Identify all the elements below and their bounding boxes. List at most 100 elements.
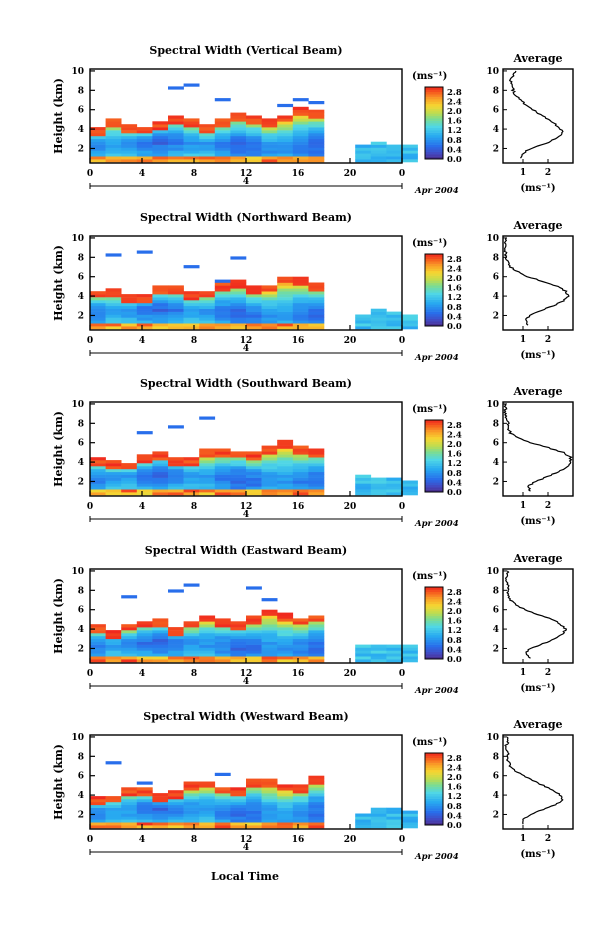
heatmap-cell — [308, 305, 325, 309]
heatmap-cell — [214, 320, 231, 324]
heatmap-cell — [246, 787, 262, 791]
y-tick-label: 6 — [78, 106, 84, 116]
colorbar-tick-label: 0.0 — [447, 488, 462, 498]
heatmap-cell — [199, 656, 216, 660]
heatmap-cell — [152, 457, 169, 461]
heatmap-cell — [199, 294, 216, 298]
heatmap-cell — [246, 627, 262, 631]
heatmap-cell — [105, 819, 122, 823]
heatmap-cell — [308, 807, 325, 811]
heatmap-cell — [277, 285, 294, 289]
heatmap-cell — [214, 790, 231, 794]
heatmap-cell — [261, 326, 278, 330]
avg-y-tick-label: 6 — [493, 439, 499, 449]
heatmap-cell — [168, 659, 184, 663]
heatmap-cell — [277, 326, 294, 330]
avg-x-tick-label: 2 — [545, 668, 551, 678]
heatmap-cell — [214, 291, 231, 295]
heatmap-cell — [152, 320, 169, 324]
average-x-label: (ms⁻¹) — [520, 183, 555, 194]
x-tick-label: 20 — [344, 835, 357, 845]
heatmap-cell — [199, 799, 216, 803]
heatmap-cell — [214, 650, 231, 654]
heatmap-cell — [136, 147, 153, 151]
colorbar-segment — [425, 321, 443, 324]
heatmap-cell — [370, 653, 387, 657]
heatmap-cell — [152, 656, 169, 660]
heatmap-cell — [277, 288, 294, 292]
heatmap-cell — [277, 454, 294, 458]
heatmap-cell — [214, 633, 231, 637]
heatmap-cell — [152, 801, 169, 806]
heatmap-cell — [308, 644, 325, 648]
heatmap-cell — [308, 618, 325, 622]
heatmap-cell — [277, 323, 294, 327]
heatmap-cell — [230, 288, 247, 292]
colorbar-segment — [425, 594, 443, 597]
heatmap-cell — [308, 282, 325, 286]
heatmap-cell — [105, 297, 122, 301]
heatmap-cell — [230, 787, 247, 791]
heatmap-cell — [261, 598, 278, 602]
heatmap-cell — [90, 305, 106, 309]
heatmap-cell — [292, 638, 309, 642]
colorbar-segment — [425, 615, 443, 619]
heatmap-cell — [152, 627, 169, 631]
heatmap-cell — [105, 314, 122, 318]
panel-2: Spectral Width (Northward Beam)246810Hei… — [52, 211, 574, 363]
heatmap-cell — [246, 285, 262, 289]
heatmap-cell — [277, 799, 294, 803]
heatmap-cell — [90, 474, 106, 478]
colorbar-segment — [425, 130, 443, 133]
heatmap-cell — [183, 486, 200, 490]
avg-x-tick-label: 2 — [545, 501, 551, 511]
heatmap-cell — [246, 300, 262, 304]
heatmap-cell — [386, 813, 403, 817]
heatmap-cell — [246, 489, 262, 493]
heatmap-cell — [199, 822, 216, 826]
heatmap-cell — [370, 320, 387, 324]
heatmap-cell — [292, 457, 309, 461]
heatmap-cell — [105, 474, 122, 478]
heatmap-cell — [183, 291, 200, 295]
colorbar-tick-label: 1.2 — [447, 293, 462, 303]
heatmap-cell — [277, 463, 294, 467]
colorbar-tick-label: 2.0 — [447, 274, 462, 284]
heatmap-cell — [230, 489, 247, 493]
colorbar-segment — [425, 436, 443, 440]
heatmap-cell — [136, 787, 153, 791]
heatmap-cell — [152, 816, 169, 820]
colorbar-tick-label: 1.6 — [447, 117, 462, 127]
heatmap-cell — [90, 141, 106, 145]
colorbar-segment — [425, 309, 443, 312]
heatmap-cell — [230, 133, 247, 137]
heatmap-cell — [152, 486, 169, 490]
heatmap-cell — [105, 630, 122, 634]
colorbar-segment — [425, 644, 443, 648]
heatmap-cell — [136, 466, 153, 470]
heatmap-cell — [230, 801, 247, 806]
heatmap-cell — [246, 819, 262, 823]
heatmap-cell — [261, 448, 278, 452]
heatmap-cell — [168, 86, 184, 90]
heatmap-cell — [277, 486, 294, 490]
heatmap-cell — [292, 308, 309, 312]
colorbar-segment — [425, 149, 443, 153]
heatmap-cell — [90, 804, 106, 808]
panel-title: Spectral Width (Eastward Beam) — [145, 544, 347, 557]
heatmap-cell — [355, 644, 372, 648]
heatmap-cell — [277, 787, 294, 791]
colorbar-tick-label: 2.4 — [447, 430, 462, 440]
heatmap-cell — [230, 282, 247, 286]
x-tick-label: 20 — [344, 502, 357, 512]
colorbar-segment — [425, 118, 443, 121]
heatmap-cell — [136, 810, 153, 814]
heatmap-cell — [183, 135, 200, 140]
heatmap-cell — [246, 457, 262, 461]
heatmap-cell — [152, 121, 169, 125]
heatmap-cell — [121, 644, 138, 648]
heatmap-cell — [230, 633, 247, 637]
heatmap-cell — [308, 778, 325, 782]
avg-y-tick-label: 10 — [486, 733, 499, 743]
heatmap-cell — [121, 133, 138, 137]
